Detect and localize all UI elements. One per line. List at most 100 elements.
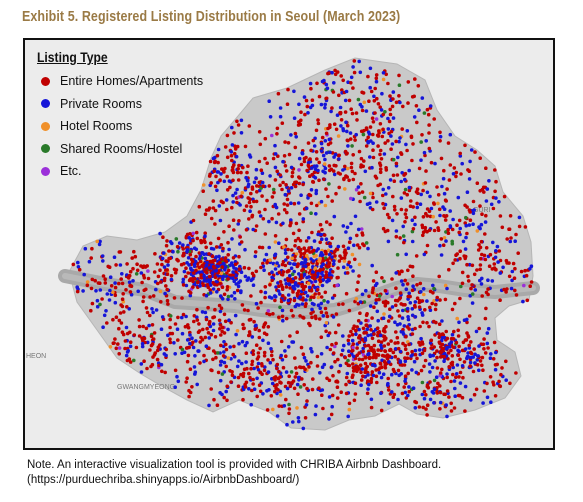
listing-dot: [286, 380, 291, 385]
listing-dot: [255, 394, 259, 399]
listing-dot: [266, 309, 271, 313]
listing-dot: [320, 271, 324, 276]
listing-dot: [262, 268, 266, 272]
listing-dot: [204, 279, 209, 283]
listing-dot: [250, 214, 254, 219]
listing-dot: [271, 407, 275, 412]
listing-dot: [398, 322, 402, 326]
listing-dot: [241, 165, 245, 170]
listing-dot: [344, 120, 348, 125]
map-canvas[interactable]: GURI HEON GWANGMYEONG: [25, 40, 553, 448]
listing-dot: [265, 311, 269, 316]
listing-dot: [438, 371, 443, 375]
listing-dot: [446, 231, 451, 235]
listing-dot: [413, 300, 418, 304]
listing-dot: [330, 255, 335, 259]
listing-dot: [464, 215, 468, 220]
listing-dot: [315, 157, 319, 161]
listing-dot: [323, 139, 328, 143]
listing-dot: [483, 351, 488, 355]
listing-dot: [383, 288, 388, 293]
listing-dot: [442, 191, 447, 196]
listing-dot: [529, 280, 534, 284]
listing-dot: [434, 302, 438, 307]
listing-dot: [298, 314, 302, 318]
listing-dot: [484, 306, 488, 311]
listing-dot: [281, 365, 286, 370]
listing-dot: [468, 210, 472, 214]
listing-dot: [276, 289, 281, 293]
listing-dot: [250, 359, 255, 364]
listing-dot: [225, 155, 230, 160]
listing-dot: [278, 292, 282, 296]
listing-dot: [357, 340, 362, 345]
legend-item-hotel-rooms[interactable]: Hotel Rooms: [37, 115, 203, 138]
listing-dot: [382, 312, 386, 316]
legend-item-shared-rooms[interactable]: Shared Rooms/Hostel: [37, 138, 203, 161]
listing-dot: [378, 161, 382, 165]
listing-dot: [207, 274, 212, 279]
listing-dot: [408, 204, 413, 208]
listing-dot: [326, 300, 330, 304]
listing-dot: [314, 191, 319, 196]
listing-dot: [378, 105, 383, 109]
listing-dot: [311, 259, 316, 263]
listing-dot: [374, 117, 379, 121]
listing-dot: [95, 304, 100, 309]
listing-dot: [474, 387, 479, 392]
listing-dot: [481, 342, 486, 347]
listing-dot: [429, 346, 434, 350]
listing-dot: [297, 303, 301, 307]
listing-dot: [323, 290, 328, 295]
listing-dot: [140, 344, 145, 349]
listing-dot: [410, 307, 415, 311]
listing-dot: [319, 352, 324, 356]
listing-dot: [417, 108, 421, 112]
listing-dot: [485, 381, 489, 386]
listing-dot: [344, 391, 349, 396]
listing-dot: [405, 192, 410, 197]
dashboard-link[interactable]: https://purduechriba.shinyapps.io/Airbnb…: [30, 474, 296, 486]
listing-dot: [206, 208, 211, 212]
listing-dot: [458, 357, 462, 362]
listing-dot: [354, 332, 358, 337]
listing-map[interactable]: GURI HEON GWANGMYEONG Listing Type Entir…: [23, 38, 555, 450]
listing-dot: [483, 232, 487, 236]
listing-dot: [419, 336, 423, 341]
listing-dot: [460, 161, 465, 166]
listing-dot: [289, 266, 294, 270]
legend-item-etc[interactable]: Etc.: [37, 160, 203, 183]
listing-dot: [233, 191, 238, 195]
listing-dot: [311, 248, 316, 253]
listing-dot: [488, 356, 493, 361]
listing-dot: [273, 143, 277, 148]
listing-dot: [352, 243, 356, 248]
listing-dot: [186, 256, 191, 260]
listing-dot: [226, 297, 230, 302]
listing-dot: [111, 317, 115, 322]
listing-dot: [252, 319, 256, 324]
listing-dot: [219, 243, 224, 247]
listing-dot: [313, 412, 318, 417]
listing-dot: [478, 278, 482, 283]
listing-dot: [265, 389, 269, 393]
listing-dot: [353, 381, 358, 386]
listing-dot: [507, 274, 512, 279]
listing-dot: [216, 160, 220, 165]
listing-dot: [182, 269, 187, 274]
listing-dot: [437, 322, 442, 327]
legend-item-entire-homes[interactable]: Entire Homes/Apartments: [37, 70, 203, 93]
listing-dot: [366, 246, 370, 251]
listing-dot: [403, 187, 408, 192]
listing-dot: [309, 295, 313, 300]
listing-dot: [502, 194, 507, 199]
legend-item-private-rooms[interactable]: Private Rooms: [37, 93, 203, 116]
listing-dot: [299, 110, 303, 114]
listing-dot: [255, 365, 260, 369]
listing-dot: [316, 271, 320, 276]
listing-dot: [304, 98, 309, 103]
listing-dot: [319, 141, 324, 146]
listing-dot: [313, 285, 317, 290]
listing-dot: [341, 244, 346, 249]
listing-dot: [285, 269, 290, 274]
